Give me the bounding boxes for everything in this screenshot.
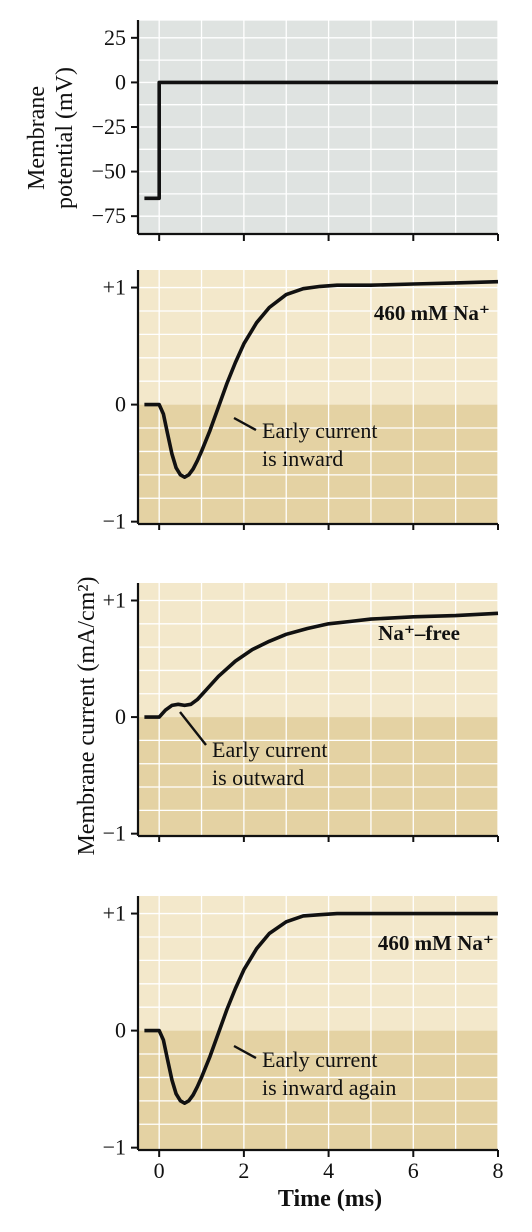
- y-tick-label: 0: [115, 392, 126, 417]
- x-tick-label: 4: [323, 1158, 334, 1183]
- panel-background-negative: [138, 717, 498, 836]
- panel-1: 25 0 −25 −50 −75: [92, 19, 499, 241]
- trace-label: 460 mM Na⁺: [374, 301, 490, 325]
- panel-background-positive: [138, 270, 498, 405]
- y-tick-label: +1: [103, 901, 126, 926]
- y-tick-label: −1: [103, 1135, 126, 1160]
- y-tick-label: 25: [104, 25, 126, 50]
- x-tick-label: 6: [408, 1158, 419, 1183]
- panel-background-negative: [138, 404, 498, 524]
- panel-3: +1 0 −1 Na⁺–free Early current is outward: [103, 583, 499, 846]
- y-tick-label: +1: [103, 587, 126, 612]
- annotation-text: Early current: [262, 1047, 377, 1072]
- series-line: [144, 911, 498, 1105]
- annotation-leader: [233, 1044, 257, 1060]
- panel-4: +1 0 −1 0 2 4 6 8 460 mM Na⁺ Early current is inwa…: [103, 896, 504, 1183]
- annotation-text: is inward again: [262, 1075, 396, 1100]
- y-tick-label: −50: [92, 159, 126, 184]
- annotation-text: Early current: [262, 418, 377, 443]
- series-line: [144, 80, 498, 201]
- x-tick-label: 8: [493, 1158, 504, 1183]
- y-tick-label: −1: [103, 821, 126, 846]
- panel-background-positive: [138, 896, 498, 1031]
- voltage-ylabel-line2: potential (mV): [52, 67, 78, 209]
- panel-background-positive: [138, 583, 498, 718]
- panel-2: +1 0 −1 460 mM Na⁺ Early current is inward: [103, 270, 499, 534]
- annotation-text: is outward: [212, 765, 304, 790]
- x-tick-label: 2: [238, 1158, 249, 1183]
- y-tick-label: 0: [115, 704, 126, 729]
- panel-background-negative: [138, 1030, 498, 1150]
- annotation-leader: [233, 416, 257, 432]
- annotation-leader: [179, 711, 207, 746]
- annotation-text: Early current: [212, 737, 327, 762]
- voltage-ylabel-line1: Membrane: [24, 86, 50, 190]
- y-tick-label: 0: [115, 1018, 126, 1043]
- y-tick-label: 0: [115, 69, 126, 94]
- series-line: [144, 279, 499, 479]
- y-tick-label: −25: [92, 114, 126, 139]
- x-axis-title: Time (ms): [278, 1186, 382, 1212]
- annotation-text: is inward: [262, 446, 343, 471]
- panels: 25 0 −25 −50 −75 +1 0 −1 460 mM Na⁺ Early current…: [92, 19, 504, 1183]
- y-tick-label: −1: [103, 509, 126, 534]
- trace-label: Na⁺–free: [378, 621, 460, 645]
- y-tick-label: −75: [92, 203, 126, 228]
- x-tick-label: 0: [154, 1158, 165, 1183]
- y-tick-label: +1: [103, 275, 126, 300]
- series-line: [144, 611, 499, 719]
- current-ylabel: Membrane current (mA/cm²): [74, 576, 100, 855]
- trace-label: 460 mM Na⁺: [378, 931, 494, 955]
